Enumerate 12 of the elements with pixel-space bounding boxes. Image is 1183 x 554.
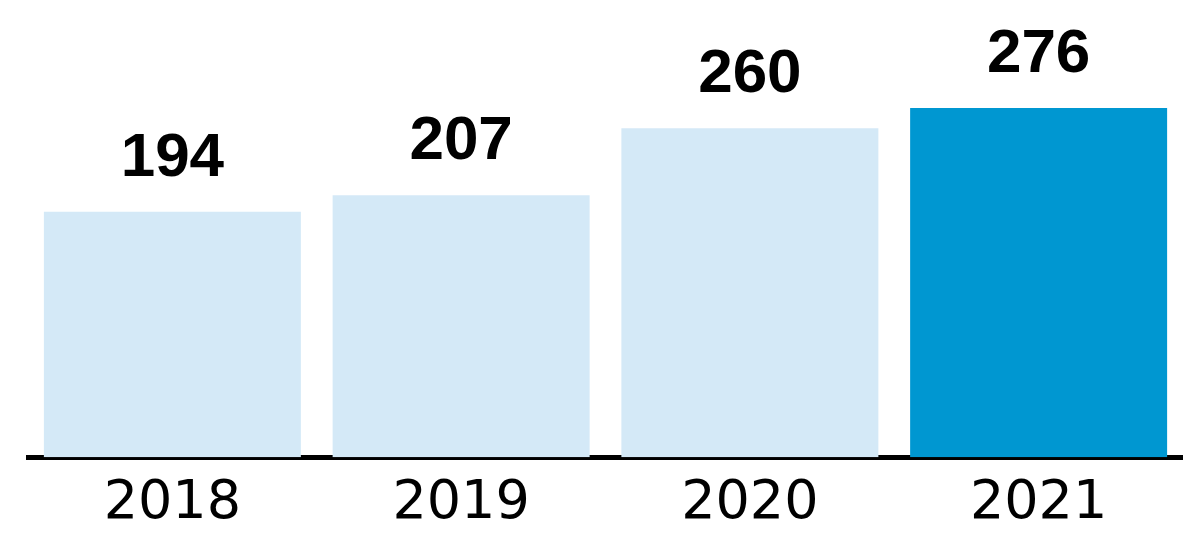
x-tick-label: 2020 [681,467,819,531]
x-tick-label: 2019 [392,467,530,531]
data-label: 194 [120,119,225,189]
x-tick-label: 2021 [969,467,1108,531]
data-label: 207 [409,103,513,173]
bar [332,195,590,458]
data-label: 260 [698,36,802,106]
bar [43,211,301,458]
data-label: 276 [986,16,1091,85]
x-tick-label: 2018 [103,467,242,531]
bar [621,128,879,458]
bar [910,108,1168,458]
